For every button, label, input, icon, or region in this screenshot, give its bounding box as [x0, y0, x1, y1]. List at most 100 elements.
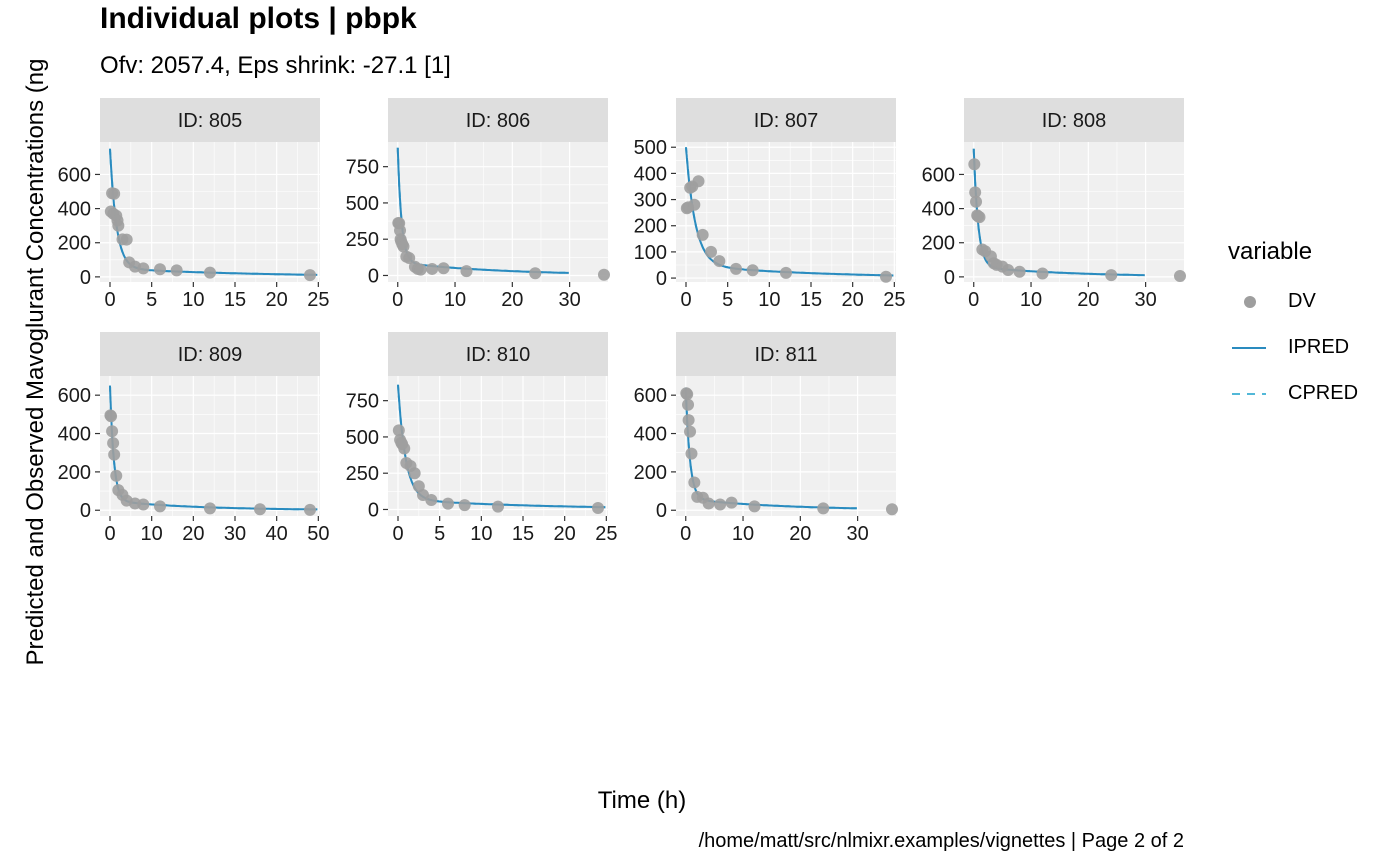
dv-point [458, 499, 471, 512]
dv-point [685, 447, 698, 460]
dv-point [1013, 265, 1026, 278]
y-tick-label: 0 [80, 500, 91, 522]
dv-point [780, 266, 792, 279]
facet-strip [100, 332, 320, 376]
caption: /home/matt/src/nlmixr.examples/vignettes… [698, 830, 1184, 852]
dv-point [105, 410, 118, 423]
dv-point [106, 425, 119, 438]
y-tick-label: 0 [80, 267, 91, 289]
x-tick-label: 5 [722, 289, 733, 311]
y-tick-label: 750 [346, 391, 379, 413]
x-tick-label: 0 [680, 523, 691, 545]
panel-background [100, 142, 320, 282]
y-tick-label: 200 [922, 233, 955, 255]
dv-point [730, 262, 742, 275]
legend-title: variable [1228, 238, 1313, 265]
legend-label-ipred: IPRED [1288, 336, 1350, 358]
dv-point [592, 502, 604, 515]
y-tick-label: 300 [634, 190, 667, 212]
dv-point [414, 263, 427, 276]
x-tick-label: 10 [470, 523, 492, 545]
dv-point-key [1244, 296, 1256, 308]
y-tick-label: 500 [346, 427, 379, 449]
y-tick-label: 500 [346, 193, 379, 215]
x-tick-label: 25 [883, 289, 905, 311]
dv-point [110, 469, 123, 482]
y-tick-label: 600 [58, 385, 91, 407]
dv-point [692, 175, 705, 188]
x-tick-label: 30 [1134, 289, 1156, 311]
dv-point [425, 494, 438, 507]
y-tick-label: 400 [922, 199, 955, 221]
facet-panel: ID: 808 0 10 20 30 0 200 400 600 [922, 98, 1186, 311]
y-tick-label: 200 [634, 216, 667, 238]
facet-panel: ID: 806 0 10 20 30 0 250 500 750 [346, 98, 610, 311]
facet-strip-label: ID: 811 [755, 344, 818, 366]
facet-strip [676, 332, 896, 376]
dv-point [108, 187, 121, 200]
x-tick-label: 30 [558, 289, 580, 311]
x-tick-label: 0 [680, 289, 691, 311]
dv-point [403, 252, 416, 265]
dv-point [684, 425, 697, 438]
dv-point [460, 265, 473, 278]
y-tick-label: 0 [656, 500, 667, 522]
y-tick-label: 250 [346, 463, 379, 485]
x-tick-label: 0 [104, 289, 115, 311]
panel-background [100, 376, 320, 516]
dv-point [714, 498, 727, 511]
y-tick-label: 200 [58, 233, 91, 255]
dv-point [688, 198, 701, 211]
facet-panel: ID: 807 0 5 10 15 20 25 0 100 200 300 400 500 [634, 98, 905, 311]
y-tick-label: 750 [346, 157, 379, 179]
dv-point [492, 500, 504, 513]
y-tick-label: 0 [944, 267, 955, 289]
x-tick-label: 10 [182, 289, 204, 311]
dv-point [120, 233, 133, 246]
x-tick-label: 0 [104, 523, 115, 545]
y-tick-label: 400 [58, 424, 91, 446]
dv-point [108, 448, 121, 461]
x-axis-label: Time (h) [597, 787, 687, 814]
x-tick-label: 40 [266, 523, 288, 545]
x-tick-label: 5 [434, 523, 445, 545]
dv-point [746, 264, 759, 277]
x-tick-label: 20 [1077, 289, 1099, 311]
dv-point [973, 211, 986, 224]
facet-strip [964, 98, 1184, 142]
y-tick-label: 600 [922, 164, 955, 186]
x-tick-label: 0 [968, 289, 979, 311]
y-tick-label: 0 [368, 265, 379, 287]
dv-point [969, 186, 982, 199]
x-tick-label: 10 [1020, 289, 1042, 311]
dv-point [702, 497, 715, 510]
y-tick-label: 0 [368, 499, 379, 521]
legend-label-cpred: CPRED [1288, 382, 1359, 404]
panel-background [676, 376, 896, 516]
dv-point [681, 388, 694, 401]
dv-point [437, 262, 450, 275]
facet-strip-label: ID: 810 [466, 344, 530, 366]
chart-subtitle: Ofv: 2057.4, Eps shrink: -27.1 [1] [100, 52, 451, 79]
dv-point [880, 270, 892, 283]
x-tick-label: 15 [512, 523, 534, 545]
x-tick-label: 10 [141, 523, 163, 545]
x-tick-label: 30 [224, 523, 246, 545]
dv-point [1002, 264, 1015, 277]
y-tick-label: 100 [634, 242, 667, 264]
dv-point [705, 245, 717, 258]
x-tick-label: 15 [800, 289, 822, 311]
x-tick-label: 10 [444, 289, 466, 311]
facet-strip-label: ID: 805 [178, 110, 242, 132]
dv-point [970, 195, 983, 208]
dv-point [398, 442, 411, 455]
facet-panel: ID: 811 0 10 20 30 0 200 400 600 [634, 332, 898, 545]
dv-point [154, 263, 166, 276]
facet-strip [388, 332, 608, 376]
x-tick-label: 20 [789, 523, 811, 545]
dv-point [442, 497, 454, 510]
dv-point [682, 398, 695, 411]
y-tick-label: 600 [58, 164, 91, 186]
y-tick-label: 400 [58, 199, 91, 221]
legend-label-dv: DV [1288, 290, 1316, 312]
